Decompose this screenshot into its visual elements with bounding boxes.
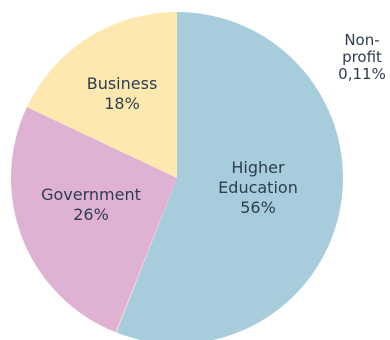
pie-labels: Higher Education 56% Non-profit 0,11% Governm… [41,31,386,224]
pie-label-business: Business 18% [87,74,158,113]
pie-slice-government [10,107,178,333]
pie-label-line: Government [41,185,141,204]
pie-label-non-profit: Non-profit 0,11% [338,31,386,83]
pie-label-line: profit [342,48,382,66]
pie-slice-business [26,12,177,178]
pie-label-line: Non- [344,31,379,49]
pie-label-line: 18% [104,94,140,113]
pie-label-higher-education: Higher Education 56% [218,158,298,217]
pie-label-line: Higher [231,158,285,177]
pie-label-line: 56% [240,198,276,217]
pie-label-line: 0,11% [338,65,386,83]
pie-slice-non-profit [115,178,177,333]
pie-label-line: Business [87,74,158,93]
pie-label-line: Education [218,178,298,197]
pie-label-government: Government 26% [41,185,141,224]
pie-label-line: 26% [73,205,109,224]
pie-slice-higher-education [116,12,343,340]
pie-slices [10,12,343,340]
